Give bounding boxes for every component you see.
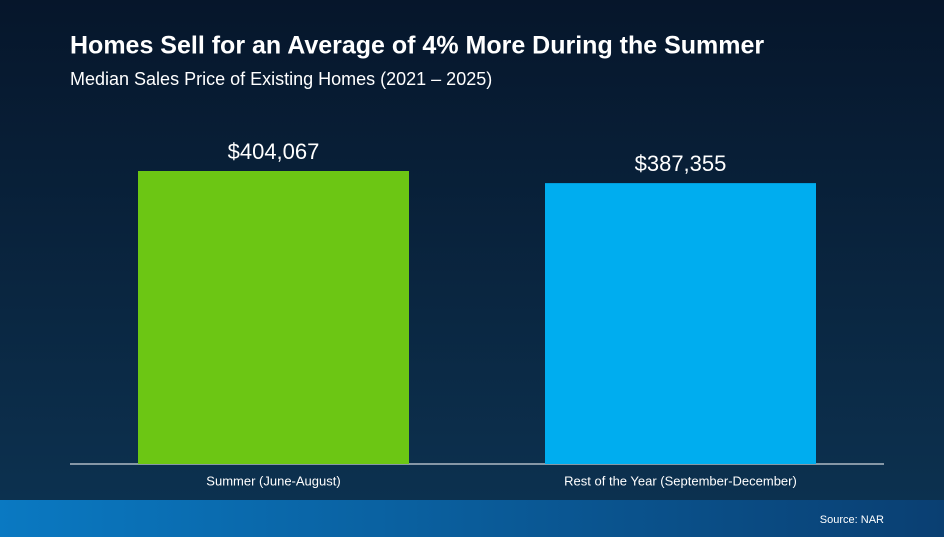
x-tick-label: Rest of the Year (September-December): [564, 473, 797, 488]
bar: [545, 183, 816, 464]
chart-subtitle: Median Sales Price of Existing Homes (20…: [70, 69, 492, 89]
value-label: $404,067: [228, 139, 320, 164]
footer-band: [0, 500, 944, 537]
bar: [138, 171, 409, 464]
value-label: $387,355: [635, 151, 727, 176]
source: Source: NAR: [820, 514, 884, 526]
x-tick-label: Summer (June-August): [206, 473, 340, 488]
chart-title: Homes Sell for an Average of 4% More Dur…: [70, 32, 764, 60]
